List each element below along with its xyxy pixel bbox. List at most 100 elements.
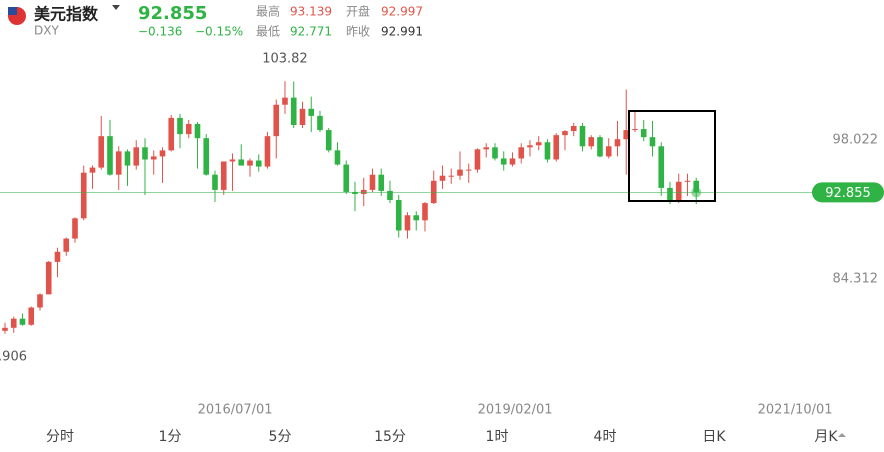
x-tick-label: 2019/02/01	[478, 403, 553, 418]
candle-body	[203, 138, 210, 175]
dropdown-arrow[interactable]	[112, 5, 120, 10]
tab[interactable]: 月K	[814, 429, 838, 445]
y-tick-label: 84.312	[833, 272, 879, 287]
stat-label: 最高	[256, 4, 280, 19]
tab[interactable]: 日K	[702, 429, 726, 445]
candle-body	[299, 108, 306, 126]
candle-body	[632, 129, 638, 131]
candle-body	[159, 150, 166, 157]
candle-body	[107, 136, 113, 175]
candle-body	[45, 261, 52, 295]
candle-body	[28, 307, 35, 325]
candle-body	[89, 167, 96, 173]
candle-body	[448, 175, 455, 177]
highlight-box	[628, 110, 716, 202]
candle-body	[640, 129, 647, 138]
tab-arrow[interactable]	[838, 433, 846, 437]
stat-label: 昨收	[346, 25, 370, 39]
candle-body	[19, 318, 26, 325]
change: −0.136	[138, 25, 182, 39]
candle-body	[63, 238, 70, 252]
last-price-tag	[812, 182, 884, 203]
candle-body	[54, 251, 61, 262]
code: DXY	[34, 24, 59, 38]
candle-body	[553, 135, 560, 160]
candle-body	[684, 180, 691, 182]
candle-body	[282, 97, 288, 105]
candle-body	[667, 187, 673, 201]
stat-value: 93.139	[290, 5, 332, 19]
candle-body	[474, 149, 481, 170]
candle-body	[509, 158, 516, 165]
candle-body	[360, 189, 367, 194]
candle-body	[465, 169, 472, 171]
candle-body	[98, 136, 105, 168]
candle-body	[597, 137, 603, 157]
candle-body	[168, 117, 175, 151]
tab[interactable]: 分时	[46, 429, 74, 445]
candle-body	[72, 218, 78, 239]
candle-body	[614, 139, 621, 147]
candle-body	[570, 126, 577, 132]
tab[interactable]: 1分	[159, 429, 182, 445]
candle-body	[369, 174, 376, 190]
candle-body	[290, 97, 297, 126]
tab[interactable]: 1时	[486, 429, 509, 445]
candle-body	[675, 181, 682, 201]
candle-body	[317, 115, 323, 131]
stat-label: 开盘	[346, 4, 370, 19]
candle-body	[229, 159, 236, 162]
stat-value: 92.997	[381, 5, 423, 19]
candle-body	[387, 190, 393, 201]
candle-body	[378, 174, 385, 191]
title: 美元指数	[34, 5, 99, 24]
stat-value: 92.771	[290, 25, 332, 39]
candle-body	[334, 150, 341, 165]
candle-body	[133, 147, 140, 166]
candle-body	[238, 159, 245, 166]
candle-body	[325, 130, 332, 151]
x-tick-label: 2016/07/01	[198, 403, 273, 418]
tab[interactable]: 4时	[594, 429, 617, 445]
stat-label: 最低	[256, 25, 280, 39]
candle-body	[579, 126, 586, 147]
candle-body	[544, 142, 551, 160]
candle-body	[142, 147, 148, 160]
candle-body	[693, 180, 700, 193]
candle-body	[273, 104, 280, 137]
candle-body	[562, 131, 568, 136]
candle-body	[658, 146, 665, 188]
candle-body	[649, 137, 656, 147]
tab[interactable]: 5分	[269, 429, 292, 445]
change-pct: −0.15%	[195, 25, 243, 39]
candle-body	[527, 145, 533, 148]
candle-body	[177, 117, 183, 135]
candle-body	[2, 327, 8, 331]
candle-body	[247, 160, 253, 166]
candle-body	[115, 151, 122, 175]
candle-body	[308, 108, 315, 116]
candle-body	[37, 294, 43, 308]
candle-body	[518, 147, 525, 159]
x-tick-label: 2021/10/01	[758, 403, 833, 418]
price: 92.855	[138, 3, 207, 24]
candle-body	[80, 172, 87, 219]
candle-body	[535, 142, 542, 146]
stat-value: 92.991	[381, 25, 423, 39]
candle-body	[439, 175, 446, 181]
candle-body	[255, 160, 262, 167]
candle-body	[457, 169, 463, 176]
flag-canton	[8, 7, 17, 15]
candle-body	[413, 215, 420, 221]
candle-body	[10, 318, 17, 328]
candle-body	[404, 215, 411, 231]
candle-body	[343, 164, 350, 192]
candle-body	[588, 137, 595, 147]
min-label: 78.906	[0, 350, 27, 365]
chart: 2016/07/01 2019/02/01 2021/10/01 84.312 98.0…	[0, 52, 884, 418]
candle-body	[212, 174, 218, 190]
max-label: 103.82	[262, 52, 308, 67]
tab[interactable]: 15分	[374, 429, 406, 445]
live-dot	[691, 187, 702, 198]
